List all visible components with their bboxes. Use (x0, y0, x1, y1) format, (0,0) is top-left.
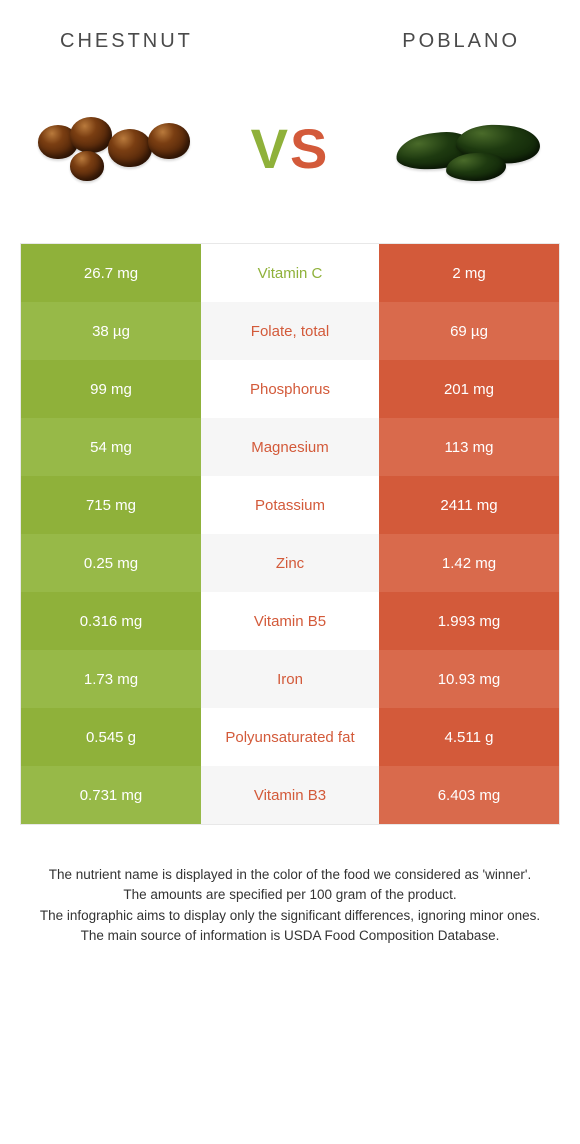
nutrient-label: Folate, total (201, 302, 379, 360)
table-row: 715 mgPotassium2411 mg (21, 476, 559, 534)
table-row: 26.7 mgVitamin C2 mg (21, 244, 559, 302)
nutrient-label: Vitamin B3 (201, 766, 379, 824)
right-value: 201 mg (379, 360, 559, 418)
right-value: 2411 mg (379, 476, 559, 534)
table-row: 0.25 mgZinc1.42 mg (21, 534, 559, 592)
table-row: 99 mgPhosphorus201 mg (21, 360, 559, 418)
vs-v: V (251, 117, 290, 180)
left-value: 715 mg (21, 476, 201, 534)
right-value: 6.403 mg (379, 766, 559, 824)
footnote-line: The nutrient name is displayed in the co… (20, 865, 560, 885)
left-value: 0.731 mg (21, 766, 201, 824)
nutrient-label: Polyunsaturated fat (201, 708, 379, 766)
left-value: 0.25 mg (21, 534, 201, 592)
table-row: 0.545 gPolyunsaturated fat4.511 g (21, 708, 559, 766)
left-value: 0.316 mg (21, 592, 201, 650)
table-row: 0.731 mgVitamin B36.403 mg (21, 766, 559, 824)
footnote-line: The infographic aims to display only the… (20, 906, 560, 926)
nutrient-label: Iron (201, 650, 379, 708)
comparison-table: 26.7 mgVitamin C2 mg38 µgFolate, total69… (20, 243, 560, 825)
left-value: 26.7 mg (21, 244, 201, 302)
poblano-image (390, 103, 550, 193)
right-value: 10.93 mg (379, 650, 559, 708)
footnote-line: The amounts are specified per 100 gram o… (20, 885, 560, 905)
vs-label: VS (251, 116, 330, 181)
right-value: 113 mg (379, 418, 559, 476)
nutrient-label: Vitamin C (201, 244, 379, 302)
footnotes: The nutrient name is displayed in the co… (0, 825, 580, 946)
left-value: 54 mg (21, 418, 201, 476)
nutrient-label: Potassium (201, 476, 379, 534)
right-value: 2 mg (379, 244, 559, 302)
header: CHESTNUT POBLANO (0, 0, 580, 63)
table-row: 38 µgFolate, total69 µg (21, 302, 559, 360)
nutrient-label: Phosphorus (201, 360, 379, 418)
right-value: 1.993 mg (379, 592, 559, 650)
table-row: 1.73 mgIron10.93 mg (21, 650, 559, 708)
footnote-line: The main source of information is USDA F… (20, 926, 560, 946)
table-row: 0.316 mgVitamin B51.993 mg (21, 592, 559, 650)
right-value: 1.42 mg (379, 534, 559, 592)
table-row: 54 mgMagnesium113 mg (21, 418, 559, 476)
nutrient-label: Vitamin B5 (201, 592, 379, 650)
right-value: 69 µg (379, 302, 559, 360)
chestnut-image (30, 103, 190, 193)
vs-s: S (290, 117, 329, 180)
food-right-title: POBLANO (402, 30, 520, 53)
nutrient-label: Zinc (201, 534, 379, 592)
left-value: 99 mg (21, 360, 201, 418)
left-value: 0.545 g (21, 708, 201, 766)
vs-row: VS (0, 63, 580, 243)
right-value: 4.511 g (379, 708, 559, 766)
left-value: 1.73 mg (21, 650, 201, 708)
food-left-title: CHESTNUT (60, 30, 193, 53)
nutrient-label: Magnesium (201, 418, 379, 476)
left-value: 38 µg (21, 302, 201, 360)
